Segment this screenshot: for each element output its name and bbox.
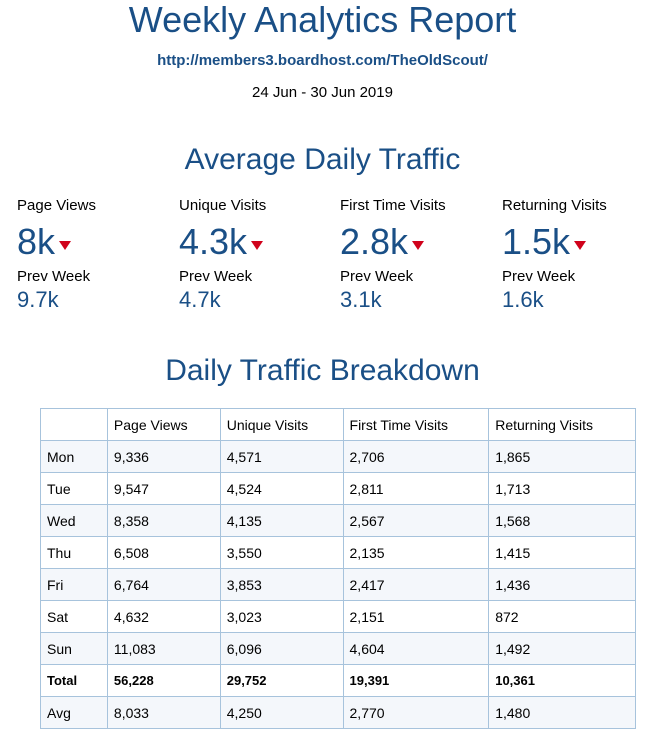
prev-week-value: 1.6k <box>502 287 544 312</box>
table-cell: Sun <box>40 632 108 665</box>
prev-week-label: Prev Week <box>179 268 253 285</box>
table-cell: 29,752 <box>219 664 344 697</box>
table-cell: 1,436 <box>488 568 636 601</box>
table-row: Tue 9,547 4,524 2,811 1,713 <box>40 472 636 505</box>
prev-week-value: 3.1k <box>340 287 382 312</box>
metric-value-text: 2.8k <box>340 221 409 262</box>
table-cell: 3,550 <box>219 536 344 569</box>
table-cell: 2,417 <box>342 568 490 601</box>
metrics-row: Page Views 8k Prev Week 9.7k Unique Visi… <box>17 197 645 317</box>
table-cell: 9,547 <box>106 472 221 505</box>
table-cell: 9,336 <box>106 440 221 473</box>
table-cell: 3,853 <box>219 568 344 601</box>
metric-label: Page Views <box>17 197 96 214</box>
table-row: Thu 6,508 3,550 2,135 1,415 <box>40 536 636 569</box>
table-cell: 4,571 <box>219 440 344 473</box>
table-cell: 56,228 <box>106 664 221 697</box>
table-cell: 10,361 <box>488 664 636 697</box>
table-cell: 4,135 <box>219 504 344 537</box>
table-row: Mon 9,336 4,571 2,706 1,865 <box>40 440 636 473</box>
table-cell: 6,764 <box>106 568 221 601</box>
table-cell: 2,135 <box>342 536 490 569</box>
column-header: Unique Visits <box>219 408 344 441</box>
metric-value: 2.8k <box>340 221 425 263</box>
down-arrow-icon <box>59 241 72 250</box>
metric-value-text: 1.5k <box>502 221 571 262</box>
table-cell: 1,415 <box>488 536 636 569</box>
metric-value-text: 4.3k <box>179 221 248 262</box>
table-cell: 2,706 <box>342 440 490 473</box>
total-row: Total 56,228 29,752 19,391 10,361 <box>40 664 636 697</box>
breakdown-section-title: Daily Traffic Breakdown <box>165 354 480 387</box>
table-cell: Sat <box>40 600 108 633</box>
table-cell: Thu <box>40 536 108 569</box>
metric-label: Unique Visits <box>179 197 267 214</box>
table-cell: 872 <box>488 600 636 633</box>
table-cell: 8,033 <box>106 696 221 729</box>
table-cell: Wed <box>40 504 108 537</box>
metric-value: 4.3k <box>179 221 264 263</box>
metric-value-text: 8k <box>17 221 56 262</box>
column-header: Returning Visits <box>488 408 636 441</box>
table-cell: 2,567 <box>342 504 490 537</box>
table-cell: 2,811 <box>342 472 490 505</box>
prev-week-value: 4.7k <box>179 287 221 312</box>
table-cell: 1,480 <box>488 696 636 729</box>
avg-section-title: Average Daily Traffic <box>184 143 461 176</box>
table-cell: 1,568 <box>488 504 636 537</box>
table-row: Wed 8,358 4,135 2,567 1,568 <box>40 504 636 537</box>
table-cell: 6,096 <box>219 632 344 665</box>
traffic-breakdown-table: Page Views Unique Visits First Time Visi… <box>40 408 636 729</box>
table-cell: 19,391 <box>342 664 490 697</box>
table-cell: 4,524 <box>219 472 344 505</box>
table-header-row: Page Views Unique Visits First Time Visi… <box>40 408 636 441</box>
prev-week-value: 9.7k <box>17 287 59 312</box>
date-range: 24 Jun - 30 Jun 2019 <box>252 84 393 101</box>
table-cell: 2,770 <box>342 696 490 729</box>
table-cell: Fri <box>40 568 108 601</box>
table-cell: 1,865 <box>488 440 636 473</box>
metric-label: First Time Visits <box>340 197 446 214</box>
table-cell: 3,023 <box>219 600 344 633</box>
table-cell: 4,604 <box>342 632 490 665</box>
table-row: Fri 6,764 3,853 2,417 1,436 <box>40 568 636 601</box>
metric-label: Returning Visits <box>502 197 607 214</box>
table-cell: 2,151 <box>342 600 490 633</box>
avg-row: Avg 8,033 4,250 2,770 1,480 <box>40 696 636 729</box>
down-arrow-icon <box>574 241 587 250</box>
table-cell: Tue <box>40 472 108 505</box>
report-title: Weekly Analytics Report <box>128 0 517 40</box>
table-cell: Mon <box>40 440 108 473</box>
down-arrow-icon <box>412 241 425 250</box>
table-cell: 4,250 <box>219 696 344 729</box>
table-cell: 11,083 <box>106 632 221 665</box>
table-cell: Avg <box>40 696 108 729</box>
site-url-link[interactable]: http://members3.boardhost.com/TheOldScou… <box>157 52 488 69</box>
prev-week-label: Prev Week <box>17 268 91 285</box>
column-header: First Time Visits <box>342 408 490 441</box>
table-cell: Total <box>40 664 108 697</box>
prev-week-label: Prev Week <box>340 268 414 285</box>
table-row: Sun 11,083 6,096 4,604 1,492 <box>40 632 636 665</box>
prev-week-label: Prev Week <box>502 268 576 285</box>
metric-value: 8k <box>17 221 72 263</box>
table-cell: 6,508 <box>106 536 221 569</box>
table-cell: 8,358 <box>106 504 221 537</box>
table-cell: 4,632 <box>106 600 221 633</box>
table-cell: 1,492 <box>488 632 636 665</box>
column-header: Page Views <box>106 408 221 441</box>
table-row: Sat 4,632 3,023 2,151 872 <box>40 600 636 633</box>
down-arrow-icon <box>251 241 264 250</box>
metric-value: 1.5k <box>502 221 587 263</box>
table-cell: 1,713 <box>488 472 636 505</box>
column-header <box>40 408 108 441</box>
